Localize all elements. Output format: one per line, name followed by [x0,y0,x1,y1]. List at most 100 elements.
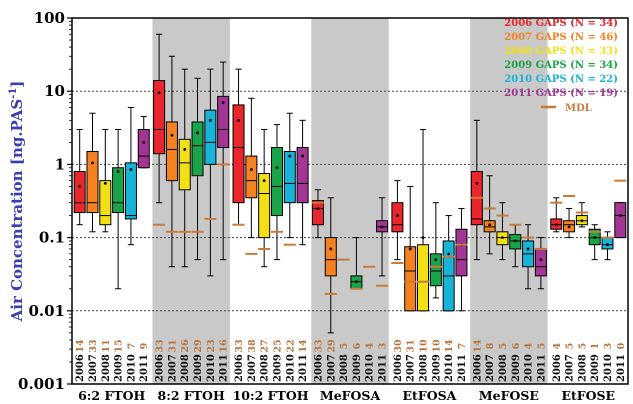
mean-point [116,170,120,173]
year-tick-label: 2006 [552,354,563,382]
year-tick-label: 2011 [457,354,468,382]
box-6:2 FTOH-2011 [137,128,150,169]
mean-point [580,219,584,223]
year-tick-label: 2010 [524,354,535,382]
sample-count-label: 4 [524,342,535,349]
box-8:2 FTOH-2011 [217,95,230,149]
sample-count-label: 8 [485,342,496,349]
sample-count-label: 9 [139,342,150,349]
year-tick-label: 2010 [206,354,217,382]
group-label-3: MeFOSA [320,388,381,403]
box-MeFOSA-2007 [324,237,337,277]
sample-count-label: 29 [326,339,337,353]
sample-count-label: 5 [577,343,588,350]
year-tick-label: 2009 [272,354,283,382]
sample-count-label: 5 [565,343,576,350]
legend-entry-0: 2006 GAPS (N = 34) [504,18,618,29]
mean-point [434,258,438,262]
sample-count-label: 15 [114,339,125,352]
year-tick-label: 2010 [285,354,296,382]
y-tick-label: 10 [44,82,65,100]
mean-point [355,280,358,284]
year-tick-label: 2010 [444,354,455,382]
box-EtFOSA-2007 [404,246,417,312]
mean-point [142,140,146,144]
year-tick-label: 2011 [219,354,230,382]
year-tick-label: 2011 [298,354,309,382]
year-tick-label: 2007 [485,354,496,382]
box-EtFOSA-2009 [429,253,442,287]
mean-point [237,118,240,122]
year-tick-label: 2007 [167,354,178,382]
box-EtFOSA-2006 [391,202,404,233]
year-tick-label: 2006 [313,354,324,382]
sample-count-label: 5 [339,343,350,350]
sample-count-label: 3 [603,343,614,350]
year-tick-label: 2007 [565,354,576,382]
sample-count-label: 5 [536,343,547,350]
box-MeFOSE-2007 [483,220,496,233]
y-tick-label: 0.1 [39,229,65,247]
box-10:2 FTOH-2011 [296,147,309,204]
sample-count-label: 23 [206,339,217,352]
year-tick-label: 2011 [139,354,150,382]
mean-point [129,168,133,171]
mean-point [408,247,412,251]
box-6:2 FTOH-2008 [99,180,112,226]
sample-count-label: 3 [378,343,389,350]
year-tick-label: 2008 [419,354,430,382]
sample-count-label: 31 [406,339,417,352]
sample-count-label: 30 [393,339,404,353]
box-6:2 FTOH-2009 [112,167,125,214]
group-label-5: MeFOSE [479,388,539,403]
box-8:2 FTOH-2010 [204,109,217,165]
box-8:2 FTOH-2007 [165,121,178,182]
sample-count-label: 26 [180,339,191,353]
year-tick-label: 2007 [326,354,337,382]
mean-point [447,252,451,256]
mean-point [513,239,517,243]
year-tick-label: 2011 [616,354,627,382]
mean-point [221,101,225,104]
mean-point [526,247,530,251]
year-tick-label: 2006 [75,354,86,382]
legend-entry-3: 2009 GAPS (N = 34) [504,60,618,71]
mean-point [316,207,320,210]
year-tick-label: 2008 [577,354,588,382]
sample-count-label: 4 [365,342,376,349]
box-marks [73,33,627,334]
year-tick-label: 2006 [234,354,245,382]
mean-point [396,214,399,217]
sample-count-label: 16 [219,339,230,353]
sample-count-label: 33 [234,339,245,352]
sample-count-label: 33 [155,339,166,352]
group-label-0: 6:2 FTOH [78,388,145,403]
group-label-2: 10:2 FTOH [233,388,309,403]
year-tick-label: 2007 [406,354,417,382]
box-MeFOSA-2006 [311,200,324,226]
sample-count-label: 25 [272,339,283,352]
mean-point [170,133,174,137]
sample-count-label: 33 [313,339,324,352]
mean-point [593,236,597,240]
legend-mdl-label: MDL [565,103,592,114]
mean-point [208,118,212,122]
year-tick-label: 2008 [260,354,271,382]
sample-count-label: 33 [88,339,99,352]
sample-count-label: 14 [298,339,309,353]
sample-count-label: 6 [352,342,363,349]
mean-point [421,236,425,240]
sample-count-label: 4 [552,342,563,349]
legend-entry-4: 2010 GAPS (N = 22) [504,74,618,85]
year-tick-label: 2008 [101,354,112,382]
mean-point [91,161,94,165]
year-tick-label: 2007 [247,354,258,382]
box-8:2 FTOH-2009 [191,121,204,177]
y-tick-label: 0.01 [28,302,65,320]
legend: 2006 GAPS (N = 34) 2007 GAPS (N = 46) 2008… [504,18,618,114]
mean-point [196,131,199,135]
mean-point [475,182,479,185]
year-tick-label: 2010 [126,354,137,382]
mean-point [554,223,558,227]
